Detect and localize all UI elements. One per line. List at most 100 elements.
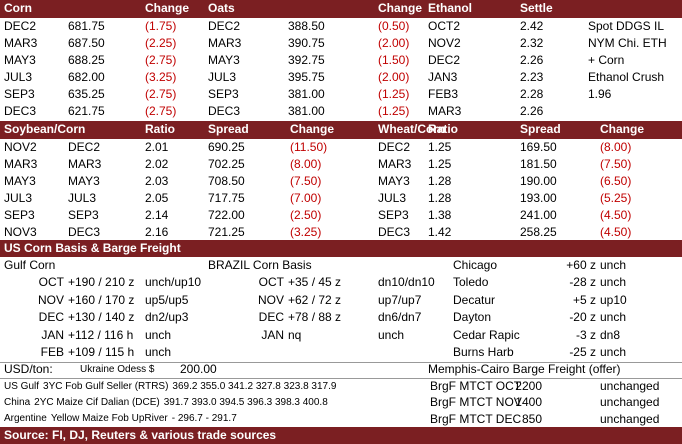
basis-value: +190 / 210 z xyxy=(68,275,135,290)
basis-value: +62 / 72 z xyxy=(288,292,342,307)
barge-label: BrgF MTCT DEC xyxy=(430,411,522,426)
cell: 390.75 xyxy=(288,36,325,50)
cell: OCT2 xyxy=(428,19,461,33)
cell: 722.00 xyxy=(208,208,245,222)
cell: (2.75) xyxy=(145,104,177,118)
basis-change: up7/up7 xyxy=(378,292,422,307)
cell: (4.50) xyxy=(600,208,632,222)
price-row: US Gulf 3YC Fob Gulf Seller (RTRS) 369.2 3… xyxy=(4,379,340,395)
location: Decatur xyxy=(453,292,496,307)
cell: 181.50 xyxy=(520,157,557,171)
section-label: Memphis-Cairo Barge Freight (offer) xyxy=(428,362,621,376)
label: Ukraine Odess $ xyxy=(80,364,155,375)
cell: JUL3 xyxy=(4,70,33,84)
cell: MAY3 xyxy=(378,174,410,188)
cell: Spot DDGS IL xyxy=(588,19,665,33)
cell: 169.50 xyxy=(520,140,557,154)
cell: FEB3 xyxy=(428,87,459,101)
cell: MAR3 xyxy=(68,157,102,171)
price-row: Argentine Yellow Maize Fob UpRiver - 296.7… xyxy=(4,411,241,427)
cell: (4.50) xyxy=(600,225,632,239)
basis-value: -3 z xyxy=(575,327,596,342)
basis-change: unch xyxy=(378,327,405,342)
column-header: Change xyxy=(145,1,190,15)
price-desc: 2YC Maize Cif Dalian (DCE) xyxy=(34,397,160,408)
basis-change: dn6/dn7 xyxy=(378,310,422,325)
cell: (6.50) xyxy=(600,174,632,188)
month: NOV xyxy=(257,292,284,307)
basis-change: up10 xyxy=(600,292,627,307)
month: JAN xyxy=(41,327,64,342)
cell: 2.28 xyxy=(520,87,544,101)
footer-band xyxy=(0,427,682,444)
month: OCT xyxy=(258,275,284,290)
cell: SEP3 xyxy=(4,208,35,222)
cell: MAR3 xyxy=(4,157,38,171)
barge-change: unchanged xyxy=(600,379,660,393)
cell: 2.16 xyxy=(145,225,169,239)
cell: 2.03 xyxy=(145,174,169,188)
cell: (2.75) xyxy=(145,87,177,101)
cell: Ethanol Crush xyxy=(588,70,665,84)
cell: 2.42 xyxy=(520,19,544,33)
cell: 2.23 xyxy=(520,70,544,84)
basis-value: +130 / 140 z xyxy=(68,310,135,325)
cell: (2.00) xyxy=(378,36,410,50)
price-origin: China xyxy=(4,397,31,408)
cell: 2.26 xyxy=(520,104,544,118)
cell: 381.00 xyxy=(288,104,325,118)
cell: 708.50 xyxy=(208,174,245,188)
cell: (2.00) xyxy=(378,70,410,84)
cell: 381.00 xyxy=(288,87,325,101)
cell: (7.00) xyxy=(290,191,322,205)
column-header: Spread xyxy=(208,122,249,136)
cell: 395.75 xyxy=(288,70,325,84)
cell: (5.25) xyxy=(600,191,632,205)
column-header: Change xyxy=(290,122,335,136)
basis-value: +60 z xyxy=(566,258,596,272)
location: Dayton xyxy=(453,310,492,325)
cell: 688.25 xyxy=(68,53,105,67)
value: 200.00 xyxy=(180,362,217,376)
basis-change: dn8 xyxy=(600,327,621,342)
column-header: Corn xyxy=(4,1,32,15)
basis-change: unch/up10 xyxy=(145,275,202,290)
cell: (2.75) xyxy=(145,53,177,67)
cell: DEC2 xyxy=(378,140,411,154)
price-values: - 296.7 - 291.7 xyxy=(171,413,237,424)
cell: 1.96 xyxy=(588,87,612,101)
price-origin: US Gulf xyxy=(4,381,40,392)
section-title: US Corn Basis & Barge Freight xyxy=(4,241,181,255)
price-desc: Yellow Maize Fob UpRiver xyxy=(50,413,168,424)
basis-value: +112 / 116 h xyxy=(68,327,134,342)
basis-change: up5/up5 xyxy=(145,292,189,307)
header-band xyxy=(0,240,682,257)
price-values: 391.7 393.0 394.5 396.3 398.3 400.8 xyxy=(163,397,328,408)
basis-change: unch xyxy=(145,345,172,359)
cell: DEC3 xyxy=(4,104,37,118)
location: Chicago xyxy=(453,258,498,272)
cell: 2.02 xyxy=(145,157,169,171)
cell: DEC3 xyxy=(208,104,241,118)
cell: (3.25) xyxy=(145,70,177,84)
cell: 1.28 xyxy=(428,191,452,205)
cell: 2.05 xyxy=(145,191,169,205)
month: DEC xyxy=(38,310,64,325)
cell: 690.25 xyxy=(208,140,245,154)
price-desc: 3YC Fob Gulf Seller (RTRS) xyxy=(43,381,169,392)
cell: JUL3 xyxy=(68,191,97,205)
cell: JUL3 xyxy=(208,70,237,84)
basis-change: dn10/dn10 xyxy=(378,275,435,290)
cell: MAY3 xyxy=(4,53,36,67)
column-header: Ratio xyxy=(145,122,175,136)
cell: DEC3 xyxy=(378,225,411,239)
cell: (2.50) xyxy=(290,208,322,222)
cell: 681.75 xyxy=(68,19,105,33)
cell: DEC2 xyxy=(208,19,241,33)
cell: 717.75 xyxy=(208,191,245,205)
cell: SEP3 xyxy=(4,87,35,101)
cell: 621.75 xyxy=(68,104,105,118)
cell: (3.25) xyxy=(290,225,322,239)
cell: DEC2 xyxy=(4,19,37,33)
basis-value: nq xyxy=(288,327,302,342)
